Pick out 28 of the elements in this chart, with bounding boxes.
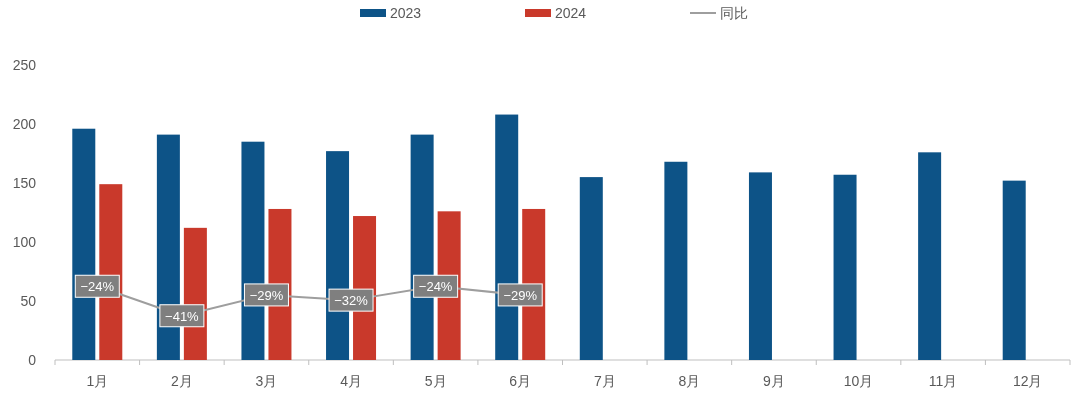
y-tick-label: 150 xyxy=(12,175,37,191)
x-tick-label: 12月 xyxy=(1012,373,1043,389)
x-tick-label: 3月 xyxy=(255,373,278,389)
x-tick-label: 5月 xyxy=(424,373,447,389)
legend-label: 2024 xyxy=(555,5,587,21)
bar xyxy=(1002,180,1026,360)
x-tick-label: 1月 xyxy=(86,373,109,389)
x-tick-label: 9月 xyxy=(763,373,785,389)
y-tick-label: 250 xyxy=(12,57,37,73)
bar xyxy=(918,152,942,360)
y-tick-label: 0 xyxy=(28,352,37,368)
y-tick-label: 200 xyxy=(12,116,37,132)
x-tick-label: 2月 xyxy=(170,373,193,389)
bar xyxy=(833,174,857,360)
data-label: −29% xyxy=(503,287,538,303)
x-tick-label: 8月 xyxy=(678,373,701,389)
x-tick-label: 10月 xyxy=(843,373,874,389)
bar xyxy=(748,172,772,360)
bar xyxy=(579,177,603,360)
y-tick-label: 50 xyxy=(20,293,37,309)
x-tick-label: 6月 xyxy=(509,373,532,389)
bar xyxy=(664,161,688,360)
legend-label: 2023 xyxy=(390,5,422,21)
x-tick-label: 11月 xyxy=(928,373,958,389)
x-tick-label: 4月 xyxy=(340,373,362,389)
y-tick-label: 100 xyxy=(12,234,37,250)
legend-label: 同比 xyxy=(720,5,748,21)
x-tick-label: 7月 xyxy=(593,373,616,389)
